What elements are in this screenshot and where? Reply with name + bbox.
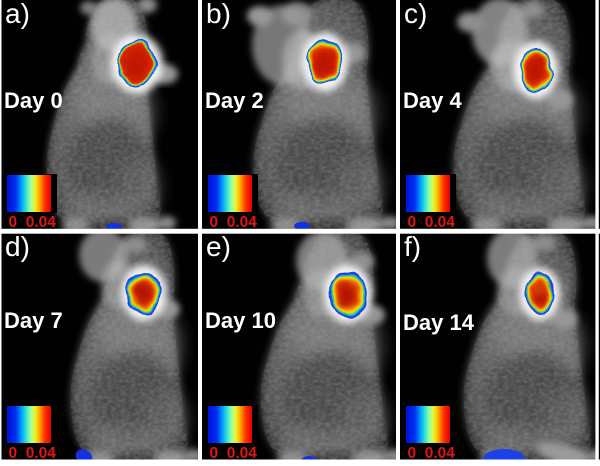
svg-text:e): e) <box>206 231 231 262</box>
svg-text:Day 4: Day 4 <box>403 88 462 113</box>
svg-text:0 0.04: 0 0.04 <box>210 445 258 462</box>
svg-text:a): a) <box>5 0 30 29</box>
svg-text:0 0.04: 0 0.04 <box>408 445 456 462</box>
svg-text:0 0.04: 0 0.04 <box>9 214 57 231</box>
svg-text:Day 7: Day 7 <box>4 308 63 333</box>
svg-text:Day 0: Day 0 <box>4 88 63 113</box>
svg-text:Day 14: Day 14 <box>403 310 475 335</box>
svg-text:0 0.04: 0 0.04 <box>9 445 57 462</box>
svg-text:b): b) <box>206 0 231 29</box>
svg-text:c): c) <box>404 0 427 29</box>
svg-text:f): f) <box>404 231 421 262</box>
svg-text:0 0.04: 0 0.04 <box>408 214 456 231</box>
svg-text:Day 2: Day 2 <box>205 88 264 113</box>
svg-text:Day 10: Day 10 <box>205 308 276 333</box>
svg-text:d): d) <box>5 231 30 262</box>
svg-text:0 0.04: 0 0.04 <box>210 214 258 231</box>
